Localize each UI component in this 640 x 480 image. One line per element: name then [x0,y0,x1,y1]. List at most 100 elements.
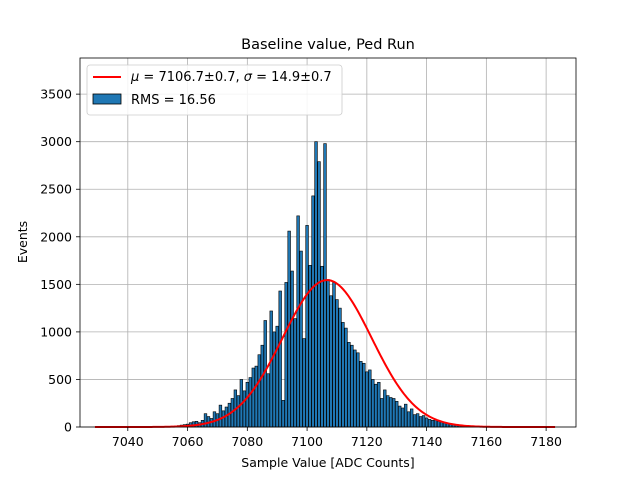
histogram-bar [362,362,366,428]
histogram-bar [421,415,426,428]
histogram-bar [395,401,399,428]
histogram-bar [254,365,258,428]
histogram-bar [433,419,438,428]
histogram-bar [365,371,369,428]
histogram-bar [302,338,306,428]
histogram-bar [251,367,255,428]
histogram-bar [242,390,246,428]
histogram-bar [326,279,330,428]
histogram-bar [311,195,315,428]
histogram-bar [269,310,273,428]
legend-sigma-symbol: σ [244,70,253,85]
histogram-bar [317,161,321,428]
histogram-bar [424,417,429,428]
histogram-bar [427,419,432,428]
x-tick-label: 7140 [411,434,443,449]
histogram-bar [338,307,342,428]
histogram-bar [299,250,303,428]
x-tick-label: 7060 [172,434,204,449]
histogram-bar [377,382,381,428]
histogram-bar [335,299,339,428]
histogram-bar [218,404,223,428]
x-tick-label: 7100 [291,434,323,449]
histogram-bar [260,344,264,428]
histogram-bar [272,331,276,428]
histogram-bar [371,379,375,428]
x-tick-label: 7080 [231,434,263,449]
histogram-bar [236,395,241,428]
histogram-bar [221,410,226,428]
plot-frame [79,57,577,428]
histogram-bar [290,270,294,428]
y-tick-label: 3000 [40,134,72,149]
x-axis-ticks: 7040 7060 7080 7100 7120 7140 7160 7180 [112,427,562,449]
histogram-bar [430,420,435,428]
histogram-bar [278,290,282,428]
histogram-bar [383,389,387,428]
chart-title: Baseline value, Ped Run [241,37,415,53]
histogram-bar [401,407,405,428]
histogram-bar [293,318,297,428]
x-tick-label: 7180 [530,434,562,449]
y-tick-label: 3500 [40,87,72,102]
histogram-bar [356,352,360,428]
histogram-bars [167,141,494,428]
histogram-bar [368,369,372,428]
histogram-bar [296,215,300,428]
y-axis-ticks: 0 500 1000 1500 2000 2500 3000 3500 [40,87,80,435]
histogram-bar [347,342,351,428]
histogram-bar [329,295,333,428]
histogram-bar [281,400,285,428]
histogram-bar [350,344,354,428]
histogram-bar [323,143,327,428]
histogram-bar [389,397,393,428]
y-tick-label: 0 [64,420,72,435]
x-axis-label: Sample Value [ADC Counts] [241,455,414,470]
legend-hist-swatch [92,93,122,105]
histogram-bar [275,325,279,428]
legend: μ = 7106.7±0.7, σ = 14.9±0.7 RMS = 16.56 [86,64,343,116]
histogram-bar [212,411,217,428]
histogram-bar [257,354,261,428]
x-tick-label: 7160 [470,434,502,449]
histogram-bar [392,398,396,428]
legend-mu-value: = 7106.7±0.7, [139,70,243,85]
x-tick-label: 7040 [112,434,144,449]
histogram-bar [248,377,252,428]
histogram-bar [203,413,208,428]
histogram-bar [407,411,411,428]
histogram-bar [410,408,414,428]
y-tick-label: 1500 [40,277,72,292]
histogram-bar [413,414,417,428]
y-tick-label: 2000 [40,229,72,244]
histogram-bar [386,395,390,428]
histogram-bar [305,225,309,428]
legend-hist-label: RMS = 16.56 [131,93,216,108]
legend-box [86,64,343,116]
histogram-bar [374,383,378,428]
y-tick-label: 2500 [40,182,72,197]
legend-sigma-value: = 14.9±0.7 [252,70,332,85]
histogram-bar [287,230,291,428]
histogram-bar [398,405,402,428]
histogram-bar [332,282,336,428]
y-tick-label: 1000 [40,324,72,339]
legend-mu-symbol: μ [130,70,139,85]
histogram-bar [404,403,408,428]
histogram-bar [344,327,348,428]
histogram-bar [353,349,357,428]
histogram-bar [380,398,384,428]
histogram-bar [266,373,270,428]
y-axis-label: Events [15,221,30,263]
histogram-bar [436,420,441,428]
histogram-bar [284,282,288,428]
y-tick-label: 500 [48,372,72,387]
x-tick-label: 7120 [351,434,383,449]
legend-fit-label: μ = 7106.7±0.7, σ = 14.9±0.7 [130,70,332,85]
histogram-bar [359,361,363,428]
histogram-bar [341,322,345,428]
histogram-bar [418,416,423,428]
histogram-bar [415,413,420,428]
histogram-bar [320,265,324,428]
